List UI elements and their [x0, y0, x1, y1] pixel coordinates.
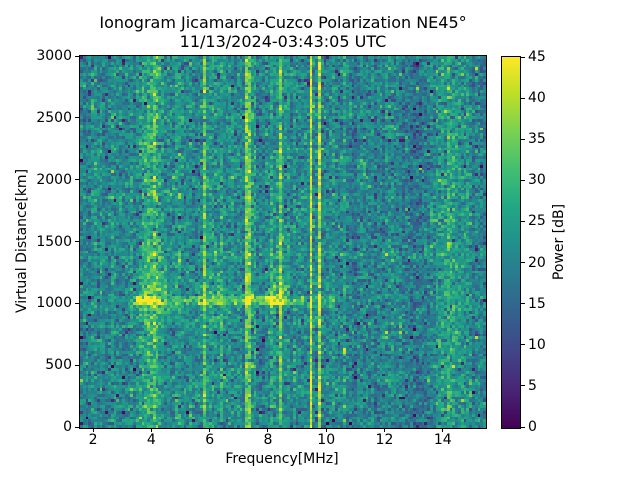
colorbar-tick-label: 10 — [528, 336, 546, 353]
colorbar-tick-label: 35 — [528, 131, 546, 148]
x-tick-mark — [150, 428, 152, 432]
y-tick-label: 1000 — [36, 295, 72, 312]
colorbar-tick-mark — [521, 385, 525, 387]
y-tick-label: 2500 — [36, 109, 72, 126]
x-tick-label: 6 — [205, 432, 215, 448]
colorbar-tick-label: 0 — [528, 419, 537, 435]
y-tick-label: 2000 — [36, 171, 72, 188]
x-tick-mark — [383, 428, 385, 432]
y-tick-label: 3000 — [36, 48, 72, 64]
y-tick-mark — [75, 179, 79, 181]
y-tick-label: 0 — [63, 419, 72, 435]
y-tick-label: 1500 — [36, 233, 72, 250]
x-tick-mark — [442, 428, 444, 432]
colorbar-tick-label: 20 — [528, 254, 546, 271]
colorbar — [501, 56, 521, 429]
x-tick-mark — [209, 428, 211, 432]
colorbar-gradient — [502, 57, 520, 428]
y-tick-mark — [75, 364, 79, 366]
colorbar-tick-mark — [521, 138, 525, 140]
colorbar-tick-mark — [521, 303, 525, 305]
colorbar-tick-label: 5 — [528, 377, 537, 394]
colorbar-tick-mark — [521, 97, 525, 99]
colorbar-tick-label: 45 — [528, 49, 546, 65]
ionogram-heatmap — [80, 56, 486, 428]
x-tick-label: 12 — [375, 432, 394, 448]
title-block: Ionogram Jicamarca-Cuzco Polarization NE… — [80, 13, 486, 51]
x-tick-mark — [267, 428, 269, 432]
colorbar-tick-label: 40 — [528, 90, 546, 107]
x-tick-label: 10 — [317, 432, 336, 448]
colorbar-tick-mark — [521, 426, 525, 428]
x-tick-label: 8 — [263, 432, 273, 448]
colorbar-tick-mark — [521, 344, 525, 346]
y-tick-mark — [75, 426, 79, 428]
colorbar-tick-mark — [521, 179, 525, 181]
colorbar-tick-mark — [521, 262, 525, 264]
colorbar-tick-label: 25 — [528, 213, 546, 230]
x-tick-label: 4 — [146, 432, 156, 448]
y-tick-mark — [75, 117, 79, 119]
y-tick-mark — [75, 55, 79, 57]
colorbar-tick-mark — [521, 56, 525, 58]
x-tick-label: 14 — [433, 432, 452, 448]
y-tick-mark — [75, 241, 79, 242]
y-tick-mark — [75, 302, 79, 304]
y-tick-label: 500 — [45, 357, 72, 374]
colorbar-tick-label: 15 — [528, 295, 546, 312]
colorbar-tick-mark — [521, 220, 525, 222]
colorbar-label: Power [dB] — [551, 203, 567, 281]
x-tick-mark — [325, 428, 327, 432]
plot-area — [79, 55, 487, 429]
plot-subtitle: 11/13/2024-03:43:05 UTC — [179, 32, 387, 51]
plot-title: Ionogram Jicamarca-Cuzco Polarization NE… — [99, 13, 467, 32]
colorbar-tick-label: 30 — [528, 172, 546, 189]
x-tick-mark — [92, 428, 94, 432]
x-axis-label: Frequency[MHz] — [225, 451, 339, 467]
x-tick-label: 2 — [88, 432, 98, 448]
